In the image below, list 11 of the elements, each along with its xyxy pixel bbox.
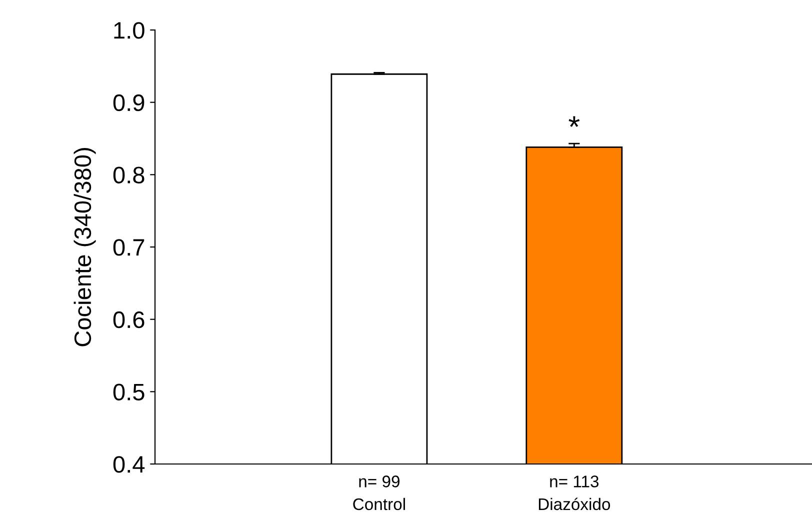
y-tick-label: 1.0 <box>114 22 144 39</box>
y-tick-label: 0.9 <box>113 94 144 112</box>
y-tick-label: 0.6 <box>113 311 144 328</box>
y-tick-label: 0.7 <box>113 239 144 256</box>
y-tick-label: 0.5 <box>113 384 144 400</box>
x-tick-label: n= 113 Diazóxido <box>538 476 610 510</box>
y-tick-label: 0.8 <box>113 166 144 184</box>
y-tick-label: 0.4 <box>113 456 145 473</box>
x-tick-label: n= 99 Control <box>353 476 405 510</box>
annotation: * <box>568 116 580 127</box>
y-axis-title: Cociente (340/380) <box>74 148 96 346</box>
